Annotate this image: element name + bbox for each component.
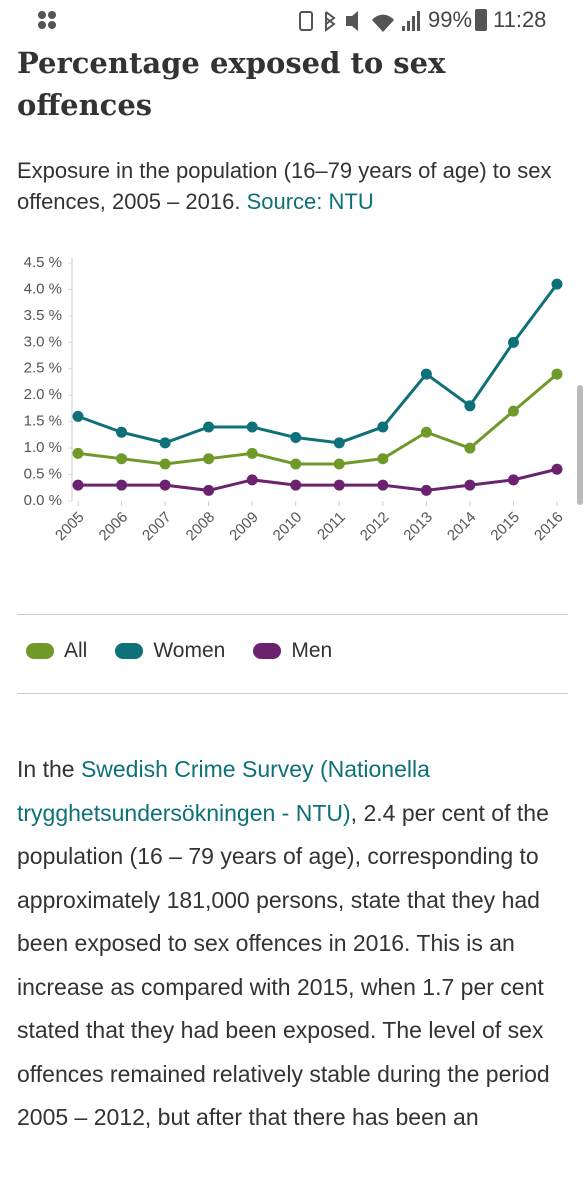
x-tick-label: 2006 — [96, 509, 132, 545]
data-point — [246, 474, 258, 486]
data-point — [159, 458, 171, 470]
data-point — [72, 479, 84, 491]
legend-label: Men — [291, 639, 333, 662]
data-point — [246, 421, 258, 433]
legend-swatch — [115, 643, 144, 659]
data-point — [464, 442, 476, 454]
chart: 0.0 % 0.5 % 1.0 % 1.5 % 2.0 % 2.5 % 3.0 % 3.5 %… — [24, 254, 567, 545]
paragraph-text: In the — [17, 756, 81, 782]
x-tick-label: 2007 — [139, 509, 175, 545]
x-tick-label: 2010 — [270, 509, 306, 545]
x-tick-label: 2014 — [444, 509, 480, 545]
subtitle-text: Exposure in the population (16–79 years … — [17, 158, 552, 214]
y-tick-label: 2.5 % — [24, 360, 62, 377]
data-point — [377, 421, 389, 433]
page-title: Percentage exposed to sex offences — [17, 46, 446, 122]
legend-swatch — [253, 643, 282, 659]
x-tick-label: 2012 — [357, 509, 393, 545]
data-point — [420, 484, 432, 496]
x-tick-label: 2011 — [314, 509, 349, 544]
y-tick-label: 1.0 % — [24, 439, 62, 456]
scrollbar — [577, 385, 583, 505]
y-tick-label: 0.5 % — [24, 466, 62, 483]
data-point — [159, 479, 171, 491]
data-point — [116, 453, 128, 465]
status-bar: 99% 11:28 — [0, 0, 584, 38]
y-tick-label: 2.0 % — [24, 386, 62, 403]
data-point — [290, 458, 302, 470]
data-point — [464, 479, 476, 491]
data-point — [507, 474, 519, 486]
data-point — [507, 405, 519, 417]
paragraph-text: , 2.4 per cent of the population (16 – 7… — [17, 799, 550, 1131]
x-tick-label: 2015 — [487, 509, 523, 545]
x-tick-label: 2009 — [226, 509, 262, 545]
y-tick-label: 4.0 % — [24, 280, 62, 297]
clock: 11:28 — [493, 7, 547, 32]
data-point — [377, 453, 389, 465]
data-point — [72, 410, 84, 422]
legend-label: Women — [153, 639, 226, 662]
data-point — [551, 463, 563, 475]
y-tick-label: 3.5 % — [24, 307, 62, 324]
x-tick-label: 2005 — [52, 509, 88, 545]
data-point — [203, 453, 215, 465]
data-point — [290, 479, 302, 491]
article-paragraph: In the Swedish Crime Survey (Nationella … — [17, 748, 577, 1140]
legend-swatch — [26, 643, 54, 659]
data-point — [203, 421, 215, 433]
x-tick-label: 2008 — [183, 509, 219, 545]
data-point — [246, 447, 258, 459]
battery-icon — [475, 9, 487, 31]
data-point — [464, 400, 476, 412]
data-point — [159, 437, 171, 449]
legend-item[interactable]: Men — [253, 636, 332, 666]
series-line — [78, 467, 558, 492]
subtitle: Exposure in the population (16–79 years … — [17, 155, 567, 217]
data-point — [72, 447, 84, 459]
legend-item[interactable]: All — [26, 636, 87, 666]
y-tick-label: 0.0 % — [24, 492, 62, 509]
data-point — [551, 368, 563, 380]
legend-item[interactable]: Women — [115, 636, 225, 666]
survey-link[interactable]: Swedish Crime Survey (Nationella trygghe… — [17, 756, 430, 826]
y-tick-label: 3.0 % — [24, 333, 62, 350]
data-point — [507, 336, 519, 348]
y-tick-label: 4.5 % — [24, 254, 62, 271]
series-line — [77, 283, 559, 445]
data-point — [551, 278, 563, 290]
divider — [17, 693, 568, 694]
battery-level: 99% — [428, 7, 473, 32]
data-point — [333, 479, 345, 491]
data-point — [333, 437, 345, 449]
data-point — [290, 432, 302, 444]
data-point — [377, 479, 389, 491]
source-link[interactable]: Source: NTU — [246, 189, 374, 214]
divider — [17, 614, 568, 615]
data-point — [116, 426, 128, 438]
x-tick-label: 2016 — [531, 509, 567, 545]
status-icons — [299, 11, 420, 32]
data-point — [116, 479, 128, 491]
series-line — [77, 372, 558, 466]
data-point — [203, 484, 215, 496]
y-tick-label: 1.5 % — [24, 413, 62, 430]
data-point — [333, 458, 345, 470]
data-point — [420, 426, 432, 438]
x-tick-label: 2013 — [400, 509, 436, 545]
data-point — [420, 368, 432, 380]
app-icon — [38, 11, 56, 29]
legend-label: All — [64, 639, 88, 662]
